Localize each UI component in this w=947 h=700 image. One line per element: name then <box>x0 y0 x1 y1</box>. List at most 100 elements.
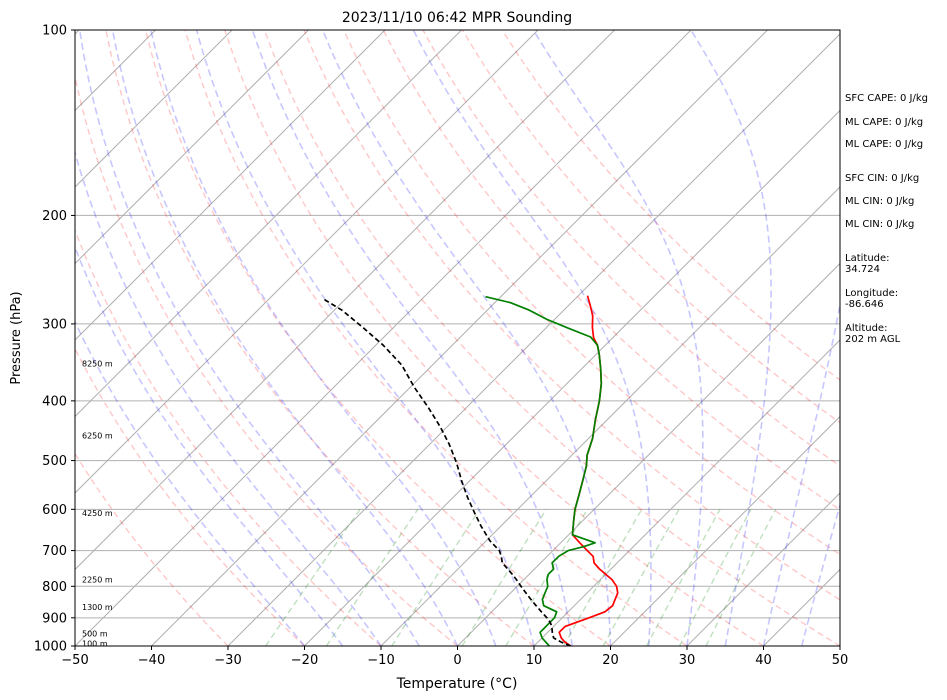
moist-adiabat <box>321 30 612 646</box>
y-tick-label: 600 <box>42 503 67 518</box>
moist-adiabat <box>75 319 306 646</box>
y-axis-label: Pressure (hPa) <box>9 291 24 384</box>
isotherm <box>75 30 309 265</box>
moist-adiabat <box>762 301 840 646</box>
height-label: 500 m <box>82 630 108 639</box>
x-tick-label: 40 <box>755 653 772 668</box>
y-tick-label: 700 <box>42 544 67 559</box>
dry-adiabat <box>75 228 382 646</box>
isotherm <box>75 30 539 494</box>
dry-adiabat <box>224 30 764 646</box>
mixing-ratio-line <box>645 508 721 646</box>
isotherm <box>75 30 692 646</box>
y-ticks: 1000 900 800 700 600 500 400 300 200 100 <box>34 24 75 655</box>
dry-adiabat <box>105 30 535 646</box>
ml-cape-text-2: ML CAPE: 0 J/kg <box>845 139 924 150</box>
parcel-profile <box>322 297 572 646</box>
dry-adiabat <box>184 30 688 646</box>
height-label: 4250 m <box>82 509 113 518</box>
isotherm <box>151 30 768 646</box>
y-tick-label: 300 <box>42 317 67 332</box>
dewpoint-profile <box>485 295 603 646</box>
x-tick-label: 50 <box>832 653 849 668</box>
x-tick-label: −20 <box>291 653 318 668</box>
profile-lines <box>322 295 619 646</box>
isotherm <box>380 186 840 646</box>
temperature-profile <box>558 295 619 646</box>
mixing-ratio-line <box>562 508 643 646</box>
dry-adiabat <box>382 30 840 511</box>
isotherm <box>304 109 840 646</box>
background-lines <box>0 30 840 646</box>
isotherm <box>75 30 386 341</box>
dry-adiabat <box>75 73 458 646</box>
height-label: 8250 m <box>82 360 113 369</box>
y-tick-label: 400 <box>42 394 67 409</box>
plot-frame <box>74 29 841 647</box>
moist-adiabat <box>532 30 704 646</box>
moist-adiabat <box>78 30 420 646</box>
isotherm <box>0 30 3 646</box>
ml-cin-text: ML CIN: 0 J/kg <box>845 196 915 207</box>
dry-adiabat <box>75 452 229 646</box>
x-tick-label: −40 <box>138 653 165 668</box>
x-tick-label: 10 <box>526 653 543 668</box>
isotherm <box>533 339 840 646</box>
isotherm <box>610 415 840 646</box>
moist-adiabat <box>111 30 459 646</box>
height-label: 2250 m <box>82 576 113 585</box>
mixing-ratio-line <box>325 508 419 646</box>
moist-adiabat <box>251 30 574 646</box>
y-tick-label: 500 <box>42 454 67 469</box>
dry-adiabat <box>422 30 840 467</box>
x-tick-label: −30 <box>214 653 241 668</box>
x-tick-label: −50 <box>61 653 88 668</box>
x-axis-label: Temperature (°C) <box>396 676 518 692</box>
dry-adiabat <box>263 30 840 646</box>
y-tick-label: 900 <box>42 611 67 626</box>
pressure-gridlines <box>75 29 840 647</box>
ml-cin-text-2: ML CIN: 0 J/kg <box>845 219 915 230</box>
mixing-ratio-line <box>678 508 752 646</box>
y-tick-label: 200 <box>42 209 67 224</box>
x-tick-label: 0 <box>453 653 461 668</box>
isotherm <box>227 33 840 646</box>
x-tick-label: 30 <box>679 653 696 668</box>
mixing-ratio-line <box>461 508 547 646</box>
height-label: 1300 m <box>82 603 113 612</box>
isotherm <box>686 492 840 646</box>
dry-adiabat <box>75 347 305 646</box>
mixing-ratio-line <box>602 508 680 646</box>
dry-adiabat <box>303 30 840 601</box>
moist-adiabat <box>75 149 382 646</box>
sfc-cape-text: SFC CAPE: 0 J/kg <box>845 93 928 104</box>
ml-cape-text: ML CAPE: 0 J/kg <box>845 117 924 128</box>
mixing-ratio-line <box>705 508 777 646</box>
moist-adiabat <box>412 30 652 646</box>
isotherm <box>75 30 233 188</box>
isotherm <box>75 30 462 418</box>
y-tick-label: 800 <box>42 580 67 595</box>
isotherm <box>75 30 615 571</box>
height-label: 100 m <box>82 639 108 648</box>
moist-adiabat <box>801 502 840 646</box>
y-tick-label: 1000 <box>34 640 67 655</box>
moist-adiabat <box>195 30 535 646</box>
x-tick-label: −10 <box>367 653 394 668</box>
isotherm <box>457 262 840 646</box>
dry-adiabat <box>342 30 840 556</box>
x-tick-label: 20 <box>602 653 619 668</box>
latitude-text: Latitude: 34.724 <box>845 253 890 275</box>
chart-title: 2023/11/10 06:42 MPR Sounding <box>342 10 572 26</box>
height-label: 6250 m <box>82 431 113 440</box>
mixing-ratio-line <box>265 508 361 646</box>
mixing-ratio-line <box>391 508 481 646</box>
x-ticks: −50 −40 −30 −20 −10 0 10 20 30 40 50 <box>61 646 848 668</box>
moist-adiabat <box>690 30 772 646</box>
sfc-cin-text: SFC CIN: 0 J/kg <box>845 173 920 184</box>
mixing-ratio-line <box>505 508 588 646</box>
moist-adiabat <box>150 30 497 646</box>
altitude-text: Altitude: 202 m AGL <box>845 323 901 345</box>
